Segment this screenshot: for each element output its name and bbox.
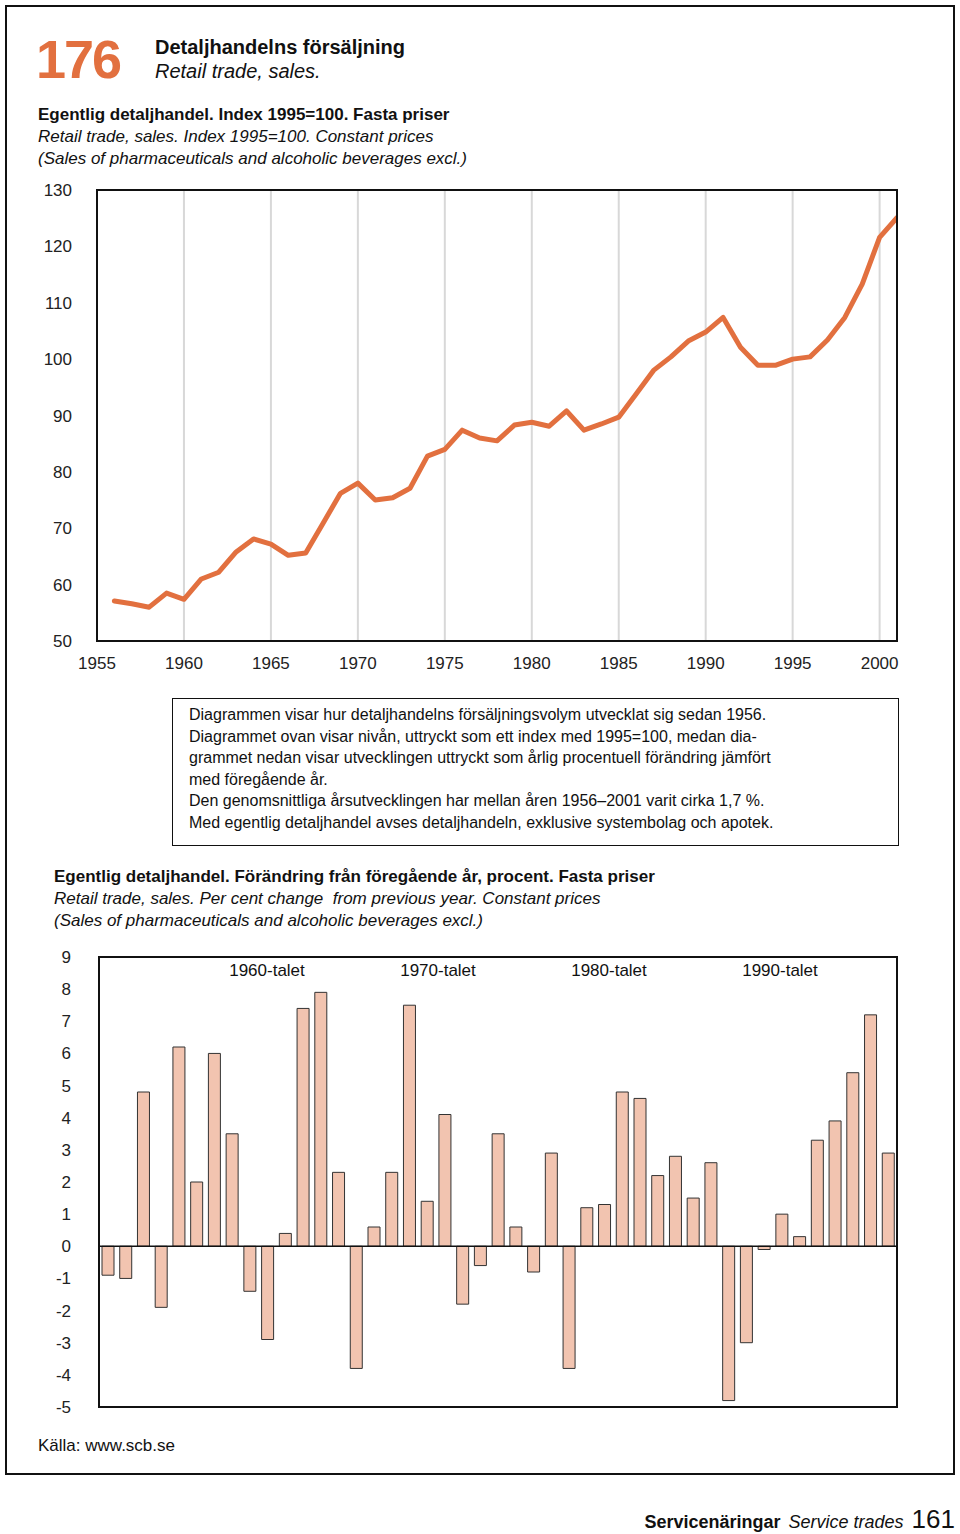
svg-text:130: 130 [44,181,72,200]
svg-text:100: 100 [44,350,72,369]
html-text:Diagrammet ovan visar nivån, u: Diagrammet ovan visar nivån, uttryckt so… [189,727,757,745]
html-text:Detaljhandelns försäljning: Detaljhandelns försäljning [155,36,405,58]
html-text:176: 176 [36,29,121,89]
svg-text:-3: -3 [56,1334,71,1353]
html-text:Egentlig detaljhandel. Förändr: Egentlig detaljhandel. Förändring från f… [54,867,655,886]
svg-text:2000: 2000 [861,654,899,673]
svg-text:-1: -1 [56,1269,71,1288]
svg-text:120: 120 [44,237,72,256]
svg-text:-4: -4 [56,1366,71,1385]
html-text:Retail trade, sales. Per cent: Retail trade, sales. Per cent change fro… [54,889,601,908]
svg-text:50: 50 [53,632,72,651]
svg-text:1975: 1975 [426,654,464,673]
html-text:Källa: www.scb.se: Källa: www.scb.se [38,1436,175,1455]
svg-text:-2: -2 [56,1302,71,1321]
html-text:grammet nedan visar utveckling: grammet nedan visar utvecklingen uttryck… [189,749,771,766]
html-text:1980-talet: 1980-talet [571,961,647,980]
svg-text:9: 9 [62,948,71,967]
svg-text:0: 0 [62,1237,71,1256]
html-text:1970-talet: 1970-talet [400,961,476,980]
svg-text:1990: 1990 [687,654,725,673]
svg-text:70: 70 [53,519,72,538]
svg-text:7: 7 [62,1012,71,1031]
html-text:Retail trade, sales.: Retail trade, sales. [155,60,321,82]
svg-text:-5: -5 [56,1398,71,1417]
html-text:med föregående år.: med föregående år. [189,770,328,788]
svg-text:1995: 1995 [774,654,812,673]
svg-text:8: 8 [62,980,71,999]
html-text:(Sales of pharmaceuticals and: (Sales of pharmaceuticals and alcoholic … [54,911,483,930]
svg-text:1960: 1960 [165,654,203,673]
html-text:Servicenäringar: Servicenäringar [644,1512,781,1532]
svg-text:90: 90 [53,407,72,426]
svg-text:80: 80 [53,463,72,482]
html-text:Diagrammen visar hur detaljhan: Diagrammen visar hur detaljhandelns förs… [189,706,767,723]
svg-text:5: 5 [62,1077,71,1096]
html-text:1960-talet: 1960-talet [229,961,305,980]
svg-text:6: 6 [62,1044,71,1063]
html-text:Den genomsnittliga årsutveckli: Den genomsnittliga årsutvecklingen har m… [189,792,765,809]
svg-text:1980: 1980 [513,654,551,673]
html-text:Med egentlig detaljhandel avse: Med egentlig detaljhandel avses detaljha… [189,813,774,831]
html-text:Service trades 161: Service trades 161 [788,1504,955,1534]
html-text:1990-talet: 1990-talet [742,961,818,980]
svg-text:1955: 1955 [78,654,116,673]
html-text:Retail trade, sales. Index 199: Retail trade, sales. Index 1995=100. Con… [38,127,434,146]
html-text:(Sales of pharmaceuticals and: (Sales of pharmaceuticals and alcoholic … [38,149,467,168]
svg-text:1970: 1970 [339,654,377,673]
svg-text:60: 60 [53,576,72,595]
svg-text:1965: 1965 [252,654,290,673]
svg-text:1: 1 [62,1205,71,1224]
svg-text:2: 2 [62,1173,71,1192]
html-text:Egentlig detaljhandel. Index 1: Egentlig detaljhandel. Index 1995=100. F… [38,105,450,124]
svg-text:3: 3 [62,1141,71,1160]
svg-text:4: 4 [62,1109,71,1128]
svg-text:1985: 1985 [600,654,638,673]
svg-text:110: 110 [45,294,72,313]
